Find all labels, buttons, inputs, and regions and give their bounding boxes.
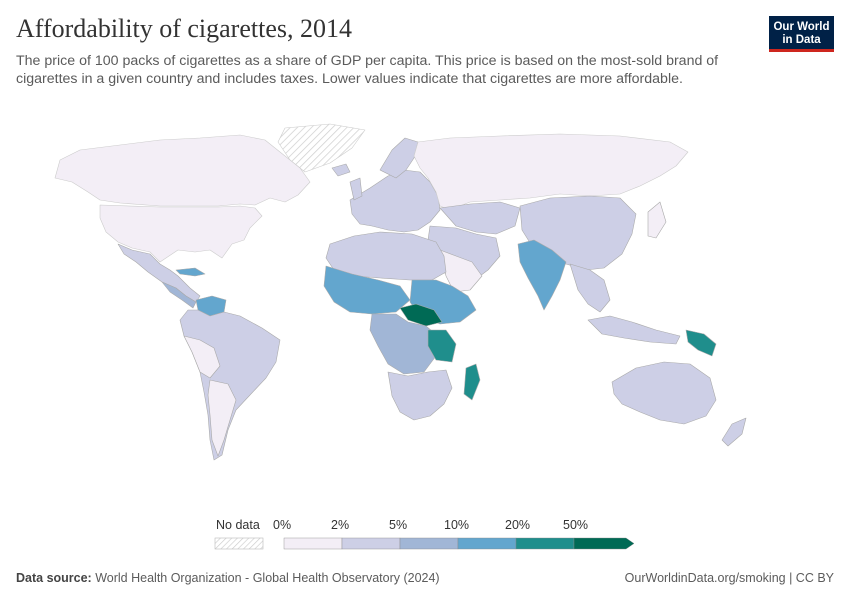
region-greenland[interactable] xyxy=(277,123,366,173)
region-uk[interactable] xyxy=(349,177,363,201)
owid-logo[interactable]: Our World in Data xyxy=(769,16,834,52)
region-australia[interactable] xyxy=(611,361,717,425)
legend-bin-3[interactable] xyxy=(457,537,517,550)
region-bolivia-peru[interactable] xyxy=(183,335,221,379)
legend-tick-0: 0% xyxy=(273,518,292,532)
legend-no-data-swatch xyxy=(214,537,264,550)
legend-bin-4[interactable] xyxy=(515,537,575,550)
region-japan[interactable] xyxy=(647,201,667,239)
region-west-africa[interactable] xyxy=(323,265,411,315)
region-papua[interactable] xyxy=(685,329,717,357)
region-india[interactable] xyxy=(517,239,567,311)
logo-line-2: in Data xyxy=(782,34,821,46)
region-iceland[interactable] xyxy=(331,163,351,177)
legend-bin-0[interactable] xyxy=(283,537,343,550)
region-mexico[interactable] xyxy=(117,243,201,303)
legend-tick-5: 50% xyxy=(563,518,589,532)
region-central-asia[interactable] xyxy=(439,201,521,235)
data-source-text[interactable]: World Health Organization - Global Healt… xyxy=(95,571,440,585)
legend-tick-4: 20% xyxy=(505,518,531,532)
region-argentina[interactable] xyxy=(207,379,237,457)
region-madagascar[interactable] xyxy=(463,363,481,401)
data-source: Data source: World Health Organization -… xyxy=(16,571,440,585)
legend-tick-2: 5% xyxy=(389,518,408,532)
page-title: Affordability of cigarettes, 2014 xyxy=(16,14,352,43)
region-southeast-asia[interactable] xyxy=(569,263,611,313)
region-canada[interactable] xyxy=(54,134,311,207)
region-tanzania[interactable] xyxy=(427,329,457,363)
data-source-label: Data source: xyxy=(16,571,92,585)
region-central-africa[interactable] xyxy=(369,313,439,375)
legend-color-bins xyxy=(283,537,635,550)
region-indonesia[interactable] xyxy=(587,315,681,345)
legend-bin-1[interactable] xyxy=(341,537,401,550)
logo-line-1: Our World xyxy=(773,21,830,33)
region-usa[interactable] xyxy=(99,204,263,263)
legend-bin-2[interactable] xyxy=(399,537,459,550)
region-arabia[interactable] xyxy=(439,249,483,293)
legend-no-data-label: No data xyxy=(216,518,260,532)
region-southern-africa[interactable] xyxy=(387,369,453,421)
world-map[interactable] xyxy=(0,110,850,510)
footer-link[interactable]: OurWorldinData.org/smoking | CC BY xyxy=(624,571,834,585)
region-south-sudan[interactable] xyxy=(399,303,443,327)
region-new-zealand[interactable] xyxy=(721,417,747,447)
legend-bin-5[interactable] xyxy=(573,537,635,550)
region-central-america[interactable] xyxy=(161,281,197,309)
legend-tick-3: 10% xyxy=(444,518,470,532)
legend-tick-1: 2% xyxy=(331,518,350,532)
region-caribbean[interactable] xyxy=(175,267,206,277)
page-subtitle: The price of 100 packs of cigarettes as … xyxy=(16,53,719,87)
